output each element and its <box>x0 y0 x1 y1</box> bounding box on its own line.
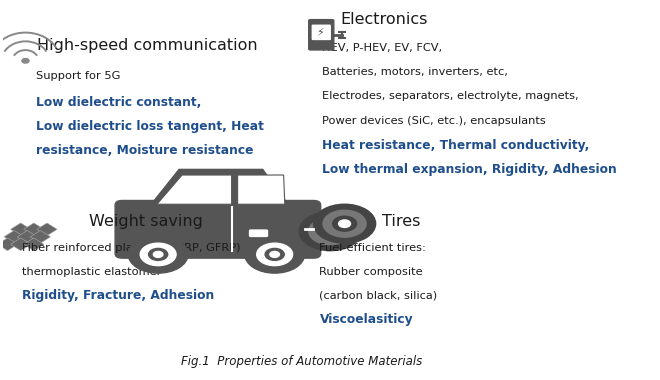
Polygon shape <box>11 223 31 236</box>
Text: resistance, Moisture resistance: resistance, Moisture resistance <box>36 144 253 157</box>
Circle shape <box>318 224 342 239</box>
Text: Power devices (SiC, etc.), encapsulants: Power devices (SiC, etc.), encapsulants <box>323 116 546 126</box>
Circle shape <box>265 249 284 260</box>
Text: Fiber reinforced plastics　(CFRP, GFRP): Fiber reinforced plastics (CFRP, GFRP) <box>22 243 241 253</box>
FancyBboxPatch shape <box>309 20 334 50</box>
Circle shape <box>270 252 279 257</box>
Text: Low dielectric loss tangent, Heat: Low dielectric loss tangent, Heat <box>36 120 263 133</box>
Polygon shape <box>24 223 44 236</box>
Text: Fig.1  Properties of Automotive Materials: Fig.1 Properties of Automotive Materials <box>181 355 422 368</box>
Circle shape <box>22 59 29 63</box>
Circle shape <box>128 236 188 273</box>
Polygon shape <box>11 238 31 251</box>
Text: Rigidity, Fracture, Adhesion: Rigidity, Fracture, Adhesion <box>22 289 215 302</box>
Polygon shape <box>30 230 51 243</box>
Circle shape <box>153 252 163 257</box>
Text: Tires: Tires <box>382 214 420 229</box>
Text: Electrodes, separators, electrolyte, magnets,: Electrodes, separators, electrolyte, mag… <box>323 91 579 101</box>
Text: Support for 5G: Support for 5G <box>36 71 120 81</box>
Text: Fuel-efficient tires:: Fuel-efficient tires: <box>319 243 426 253</box>
Text: Rubber composite: Rubber composite <box>319 267 423 277</box>
Polygon shape <box>238 175 285 204</box>
Circle shape <box>323 210 366 237</box>
Polygon shape <box>149 169 290 207</box>
Polygon shape <box>0 238 18 251</box>
Text: Low thermal expansion, Rigidity, Adhesion: Low thermal expansion, Rigidity, Adhesio… <box>323 163 617 176</box>
Text: Heat resistance, Thermal conductivity,: Heat resistance, Thermal conductivity, <box>323 139 590 152</box>
Circle shape <box>140 243 176 266</box>
Text: Batteries, motors, inverters, etc,: Batteries, motors, inverters, etc, <box>323 67 508 77</box>
Circle shape <box>245 236 304 273</box>
Circle shape <box>324 228 336 235</box>
Polygon shape <box>24 238 44 251</box>
Polygon shape <box>37 223 57 236</box>
Text: High-speed communication: High-speed communication <box>38 38 258 53</box>
Circle shape <box>309 218 352 245</box>
FancyBboxPatch shape <box>115 201 321 258</box>
Circle shape <box>314 204 376 243</box>
Circle shape <box>148 249 168 260</box>
FancyBboxPatch shape <box>312 25 330 40</box>
Circle shape <box>299 212 361 251</box>
Text: thermoplastic elastomer: thermoplastic elastomer <box>22 267 162 277</box>
Polygon shape <box>4 230 24 243</box>
Polygon shape <box>157 175 232 204</box>
Text: ⚡: ⚡ <box>317 28 324 38</box>
Circle shape <box>333 216 356 231</box>
FancyBboxPatch shape <box>249 230 267 236</box>
Circle shape <box>257 243 292 266</box>
Text: (carbon black, silica): (carbon black, silica) <box>319 291 438 301</box>
Text: Electronics: Electronics <box>341 12 428 27</box>
Text: Weight saving: Weight saving <box>89 214 203 229</box>
Polygon shape <box>17 230 38 243</box>
Circle shape <box>339 220 350 228</box>
Text: HEV, P-HEV, EV, FCV,: HEV, P-HEV, EV, FCV, <box>323 43 443 53</box>
Text: Viscoelasiticy: Viscoelasiticy <box>319 313 413 326</box>
Text: Low dielectric constant,: Low dielectric constant, <box>36 95 201 109</box>
